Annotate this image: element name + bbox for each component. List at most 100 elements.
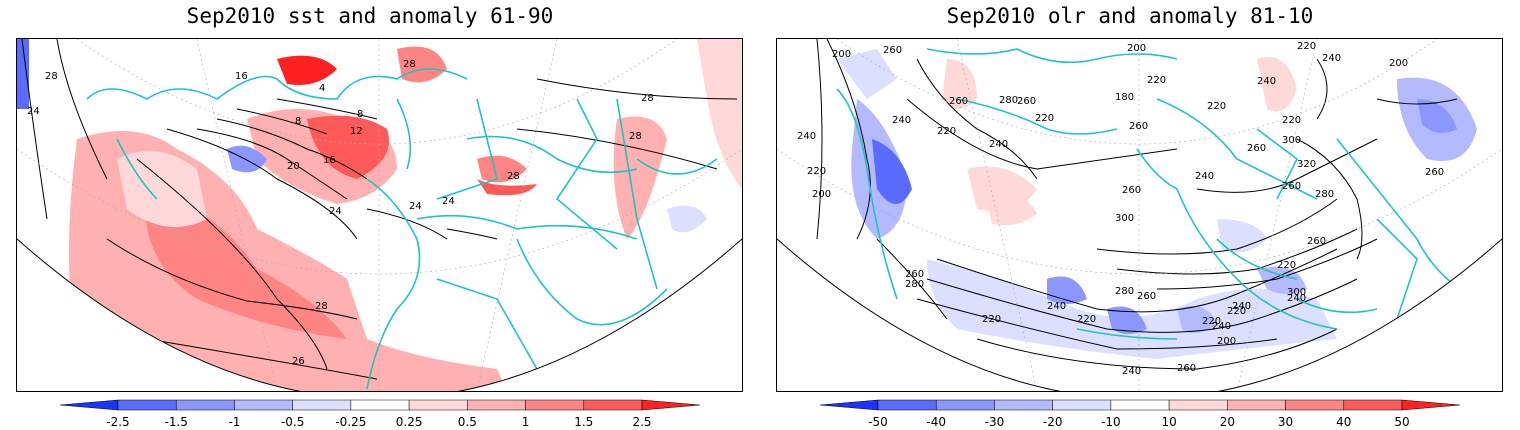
colorbar-tick-label: -0.5 — [281, 415, 304, 429]
colorbar-tick-label: 40 — [1336, 415, 1351, 429]
colorbar-segment — [1227, 399, 1286, 411]
contour-label: 8 — [295, 116, 301, 127]
colorbar-segment — [1343, 399, 1403, 411]
contour-label: 260 — [1137, 291, 1156, 302]
contour-label: 240 — [1287, 293, 1306, 304]
contour-label: 8 — [357, 109, 363, 120]
colorbar-segment — [935, 399, 995, 411]
olr-panel: Sep2010 olr and anomaly 81-10 — [760, 0, 1503, 430]
colorbar-segment — [994, 399, 1053, 411]
colorbar-tick-label: -20 — [1043, 415, 1063, 429]
contour-label: 220 — [937, 126, 956, 137]
colorbar-segment — [117, 399, 177, 411]
contour-label: 220 — [1297, 41, 1316, 52]
colorbar-tick-label: 2.5 — [632, 415, 651, 429]
contour-label: 200 — [1217, 336, 1236, 347]
colorbar-tick-label: 1.5 — [574, 415, 593, 429]
panel-title: Sep2010 sst and anomaly 61-90 — [186, 4, 554, 28]
contour-label: 220 — [1227, 306, 1246, 317]
contour-label: 260 — [905, 269, 924, 280]
contour-label: 260 — [1307, 236, 1326, 247]
contour-label: 220 — [1277, 260, 1296, 271]
colorbar-tick-label: -1.5 — [165, 415, 188, 429]
contour-label: 320 — [1297, 159, 1316, 170]
contour-label: 240 — [1212, 321, 1231, 332]
sst-map-content — [17, 39, 742, 391]
contour-label: 220 — [807, 166, 826, 177]
contour-label: 24 — [442, 196, 455, 207]
colorbar-tick-label: 30 — [1278, 415, 1293, 429]
contour-label: 240 — [1122, 366, 1141, 377]
contour-label: 16 — [235, 71, 248, 82]
contour-label: 20 — [287, 161, 300, 172]
contour-label: 200 — [832, 49, 851, 60]
contour-label: 260 — [1017, 96, 1036, 107]
contour-label: 220 — [1035, 113, 1054, 124]
contour-label: 26 — [292, 356, 305, 367]
contour-label: 220 — [1202, 316, 1221, 327]
olr-map: 200 260 200 240 260 280 240 200 220 240 220 220 260 1… — [776, 38, 1503, 392]
colorbar-segment — [1052, 399, 1112, 411]
colorbar-segment — [1110, 399, 1170, 411]
colorbar-segment — [350, 399, 410, 411]
colorbar-tick-label: -2.5 — [106, 415, 129, 429]
colorbar-segment — [877, 399, 937, 411]
contour-label: 280 — [905, 279, 924, 290]
contour-label: 220 — [1147, 75, 1166, 86]
contour-label: 240 — [1322, 53, 1341, 64]
contour-label: 240 — [1195, 171, 1214, 182]
contour-label: 28 — [507, 171, 520, 182]
colorbar-tick-label: -50 — [868, 415, 888, 429]
sst-panel: Sep2010 sst and anomaly 61-90 — [0, 0, 743, 430]
colorbar-segment — [641, 399, 700, 411]
colorbar-segment — [583, 399, 643, 411]
colorbar-segment — [1401, 399, 1460, 411]
colorbar-segment — [292, 399, 352, 411]
olr-map-content — [777, 39, 1502, 391]
contour-label: 260 — [883, 45, 902, 56]
contour-label: 260 — [1247, 143, 1266, 154]
colorbar-segment — [234, 399, 293, 411]
contour-label: 4 — [319, 83, 325, 94]
colorbar-segment — [408, 399, 468, 411]
colorbar-tick-label: 0.5 — [458, 415, 477, 429]
contour-label: 280 — [1115, 286, 1134, 297]
sst-map-svg: 28 24 16 4 8 8 12 16 20 24 28 28 26 24 2… — [17, 39, 742, 391]
colorbar-tick-label: -10 — [1101, 415, 1121, 429]
contour-label: 260 — [1122, 185, 1141, 196]
colorbar-segment — [525, 399, 585, 411]
contour-label: 240 — [797, 131, 816, 142]
contour-label: 260 — [1129, 121, 1148, 132]
contour-label: 220 — [1282, 115, 1301, 126]
colorbar-segment — [1285, 399, 1345, 411]
colorbar-tick-label: 10 — [1161, 415, 1176, 429]
contour-label: 240 — [1257, 76, 1276, 87]
contour-label: 260 — [1425, 167, 1444, 178]
contour-label: 200 — [1127, 43, 1146, 54]
contour-label: 16 — [323, 155, 336, 166]
colorbar-segment — [175, 399, 235, 411]
colorbar-tick-label: 1 — [522, 415, 530, 429]
contour-label: 240 — [1232, 301, 1251, 312]
contour-label: 240 — [989, 139, 1008, 150]
contour-label: 300 — [1115, 213, 1134, 224]
contour-label: 260 — [949, 96, 968, 107]
panel-title: Sep2010 olr and anomaly 81-10 — [946, 4, 1314, 28]
colorbar-tick-label: -1 — [228, 415, 240, 429]
contour-label: 28 — [629, 131, 642, 142]
contour-label: 240 — [1047, 301, 1066, 312]
contour-label: 220 — [982, 314, 1001, 325]
contour-label: 28 — [315, 301, 328, 312]
contour-label: 300 — [1282, 135, 1301, 146]
contour-label: 300 — [1287, 287, 1306, 298]
contour-label: 220 — [1207, 101, 1226, 112]
colorbar-tick-label: 20 — [1220, 415, 1235, 429]
contour-label: 28 — [641, 93, 654, 104]
contour-label: 28 — [403, 59, 416, 70]
contour-label: 24 — [329, 206, 342, 217]
colorbar-tick-label: -0.25 — [335, 415, 366, 429]
contour-label: 24 — [409, 201, 422, 212]
contour-label: 200 — [1389, 58, 1408, 69]
sst-colorbar: -2.5 -1.5 -1 -0.5 -0.25 0.25 0.5 1 1.5 2.5 — [60, 399, 700, 429]
